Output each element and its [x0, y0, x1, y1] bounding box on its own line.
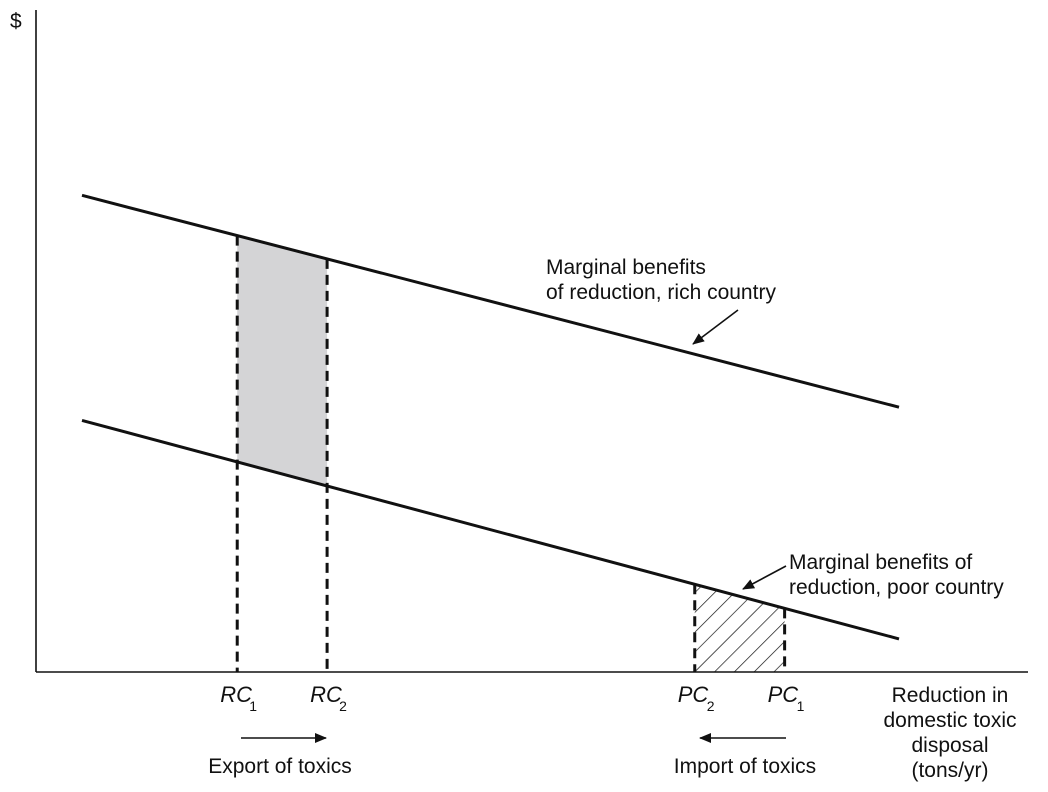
x-axis-label-line: domestic toxic — [883, 709, 1016, 732]
poor-label-line: Marginal benefits of — [789, 551, 972, 574]
shaded-regions — [237, 235, 785, 672]
x-axis-label-line: Reduction in — [892, 684, 1009, 707]
export-annotation: Export of toxics — [208, 733, 352, 778]
tick-labels: RC1 RC2 PC2 PC1 — [220, 682, 804, 714]
x-axis-label-line: disposal — [911, 734, 988, 757]
rich-country-line — [81, 193, 900, 409]
tick-label-subscript: 2 — [339, 698, 347, 714]
import-annotation: Import of toxics — [674, 733, 816, 778]
tick-label-subscript: 1 — [797, 698, 805, 714]
import-label: Import of toxics — [674, 755, 816, 778]
rich-label-arrow — [692, 309, 739, 345]
import-region — [694, 584, 785, 672]
y-axis-label: $ — [10, 10, 22, 33]
tick-label-rc1: RC — [220, 682, 252, 707]
export-label: Export of toxics — [208, 755, 352, 778]
tick-dashes — [235, 235, 787, 672]
poor-label-arrow — [742, 565, 787, 590]
poor-label-line: reduction, poor country — [789, 576, 1004, 599]
tick-label-subscript: 2 — [707, 698, 715, 714]
tick-label-rc2: RC — [310, 682, 342, 707]
tick-label-pc2: PC — [678, 682, 709, 707]
tick-label-pc1: PC — [768, 682, 799, 707]
poor-country-annotation: Marginal benefits of reduction, poor cou… — [742, 551, 1004, 599]
x-axis-label-line: (tons/yr) — [911, 759, 988, 782]
tick-label-subscript: 1 — [249, 698, 257, 714]
export-region — [237, 235, 328, 486]
x-axis-label: Reduction in domestic toxic disposal (to… — [883, 684, 1016, 782]
poor-country-line — [81, 418, 900, 641]
rich-country-annotation: Marginal benefits of reduction, rich cou… — [546, 256, 776, 345]
series-lines — [81, 193, 900, 641]
rich-label-line: Marginal benefits — [546, 256, 706, 279]
rich-label-line: of reduction, rich country — [546, 281, 776, 304]
